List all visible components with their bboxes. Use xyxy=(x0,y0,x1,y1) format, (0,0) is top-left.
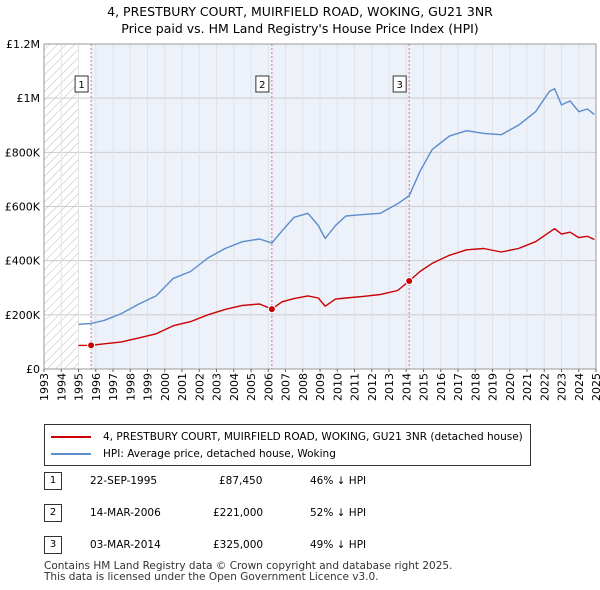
legend-label-property: 4, PRESTBURY COURT, MUIRFIELD ROAD, WOKI… xyxy=(103,431,523,443)
footer-licence: This data is licensed under the Open Gov… xyxy=(44,571,379,583)
legend-swatch-hpi xyxy=(51,453,91,455)
legend-item-hpi: HPI: Average price, detached house, Woki… xyxy=(51,446,336,462)
x-tick-label: 2018 xyxy=(469,373,482,401)
x-tick-label: 2012 xyxy=(366,373,379,401)
x-tick-label: 2021 xyxy=(521,373,534,401)
chart-subtitle: Price paid vs. HM Land Registry's House … xyxy=(121,21,479,36)
x-tick-label: 1996 xyxy=(90,373,103,401)
x-tick-label: 2025 xyxy=(590,373,600,401)
x-tick-label: 2005 xyxy=(245,373,258,401)
y-tick-label: £0 xyxy=(26,363,40,376)
x-tick-label: 2020 xyxy=(504,373,517,401)
x-tick-label: 1998 xyxy=(124,373,137,401)
sale-point xyxy=(405,276,414,285)
x-tick-label: 2010 xyxy=(331,373,344,401)
x-tick-label: 2011 xyxy=(349,373,362,401)
sale-date: 22-SEP-1995 xyxy=(90,475,158,487)
x-tick-label: 2016 xyxy=(435,373,448,401)
x-tick-label: 2007 xyxy=(280,373,293,401)
x-tick-label: 2024 xyxy=(573,373,586,401)
x-tick-label: 2008 xyxy=(297,373,310,401)
sale-price: £87,450 xyxy=(219,475,263,487)
hpi-line xyxy=(78,87,595,325)
sale-date: 03-MAR-2014 xyxy=(90,539,161,551)
x-tick-label: 2013 xyxy=(383,373,396,401)
sale-number-label: 2 xyxy=(259,80,265,91)
chart-area: £0 £200K £400K £600K £800K £1M £1.2M 1993 1994 19… xyxy=(5,38,600,401)
x-tick-label: 2003 xyxy=(211,373,224,401)
legend-swatch-property xyxy=(51,436,91,438)
y-tick-label: £1.2M xyxy=(6,38,40,51)
x-tick-label: 2006 xyxy=(262,373,275,401)
sale-number-box xyxy=(74,75,89,93)
x-tick-label: 2017 xyxy=(452,373,465,401)
x-tick-label: 2014 xyxy=(400,373,413,401)
sale-price: £325,000 xyxy=(213,539,264,551)
sale-hpi: 52% ↓ HPI xyxy=(310,507,367,519)
sale-badge: 3 xyxy=(44,536,62,554)
sale-point xyxy=(87,341,96,350)
x-tick-label: 2001 xyxy=(176,373,189,401)
x-tick-label: 2023 xyxy=(556,373,569,401)
sale-date: 14-MAR-2006 xyxy=(90,507,161,519)
sale-number-box xyxy=(392,75,407,93)
x-tick-label: 1995 xyxy=(73,373,86,401)
sale-point xyxy=(267,305,276,314)
y-tick-label: £400K xyxy=(5,255,41,268)
x-tick-label: 2015 xyxy=(418,373,431,401)
x-tick-label: 1999 xyxy=(142,373,155,401)
y-tick-label: £200K xyxy=(5,309,41,322)
footer: Contains HM Land Registry data © Crown c… xyxy=(44,561,452,583)
legend: 4, PRESTBURY COURT, MUIRFIELD ROAD, WOKI… xyxy=(44,424,531,466)
x-tick-label: 2019 xyxy=(487,373,500,401)
x-tick-label: 2004 xyxy=(228,373,241,401)
x-tick-label: 2009 xyxy=(314,373,327,401)
x-tick-label: 2000 xyxy=(159,373,172,401)
sale-number-label: 3 xyxy=(396,80,402,91)
chart-title: 4, PRESTBURY COURT, MUIRFIELD ROAD, WOKI… xyxy=(107,4,493,19)
sale-hpi: 46% ↓ HPI xyxy=(310,475,367,487)
sale-price: £221,000 xyxy=(213,507,264,519)
legend-label-hpi: HPI: Average price, detached house, Woki… xyxy=(103,448,336,460)
footer-copyright: Contains HM Land Registry data © Crown c… xyxy=(44,560,453,572)
sale-number-label: 1 xyxy=(78,80,84,91)
sale-badge: 2 xyxy=(44,504,62,522)
property-price-line xyxy=(78,227,595,347)
legend-item-property: 4, PRESTBURY COURT, MUIRFIELD ROAD, WOKI… xyxy=(51,429,523,445)
sale-number-box xyxy=(255,75,270,93)
x-tick-label: 2022 xyxy=(538,373,551,401)
table-row: 1 22-SEP-1995 £87,450 46% ↓ HPI xyxy=(44,472,444,490)
table-row: 2 14-MAR-2006 £221,000 52% ↓ HPI xyxy=(44,504,444,522)
x-tick-label: 1994 xyxy=(55,373,68,401)
table-row: 3 03-MAR-2014 £325,000 49% ↓ HPI xyxy=(44,536,444,554)
sale-badge: 1 xyxy=(44,472,62,490)
sale-hpi: 49% ↓ HPI xyxy=(310,539,367,551)
x-tick-label: 2002 xyxy=(193,373,206,401)
x-tick-label: 1993 xyxy=(38,373,51,401)
y-tick-label: £1M xyxy=(17,92,41,105)
y-tick-label: £800K xyxy=(5,146,41,159)
x-tick-label: 1997 xyxy=(107,373,120,401)
y-tick-label: £600K xyxy=(5,201,41,214)
